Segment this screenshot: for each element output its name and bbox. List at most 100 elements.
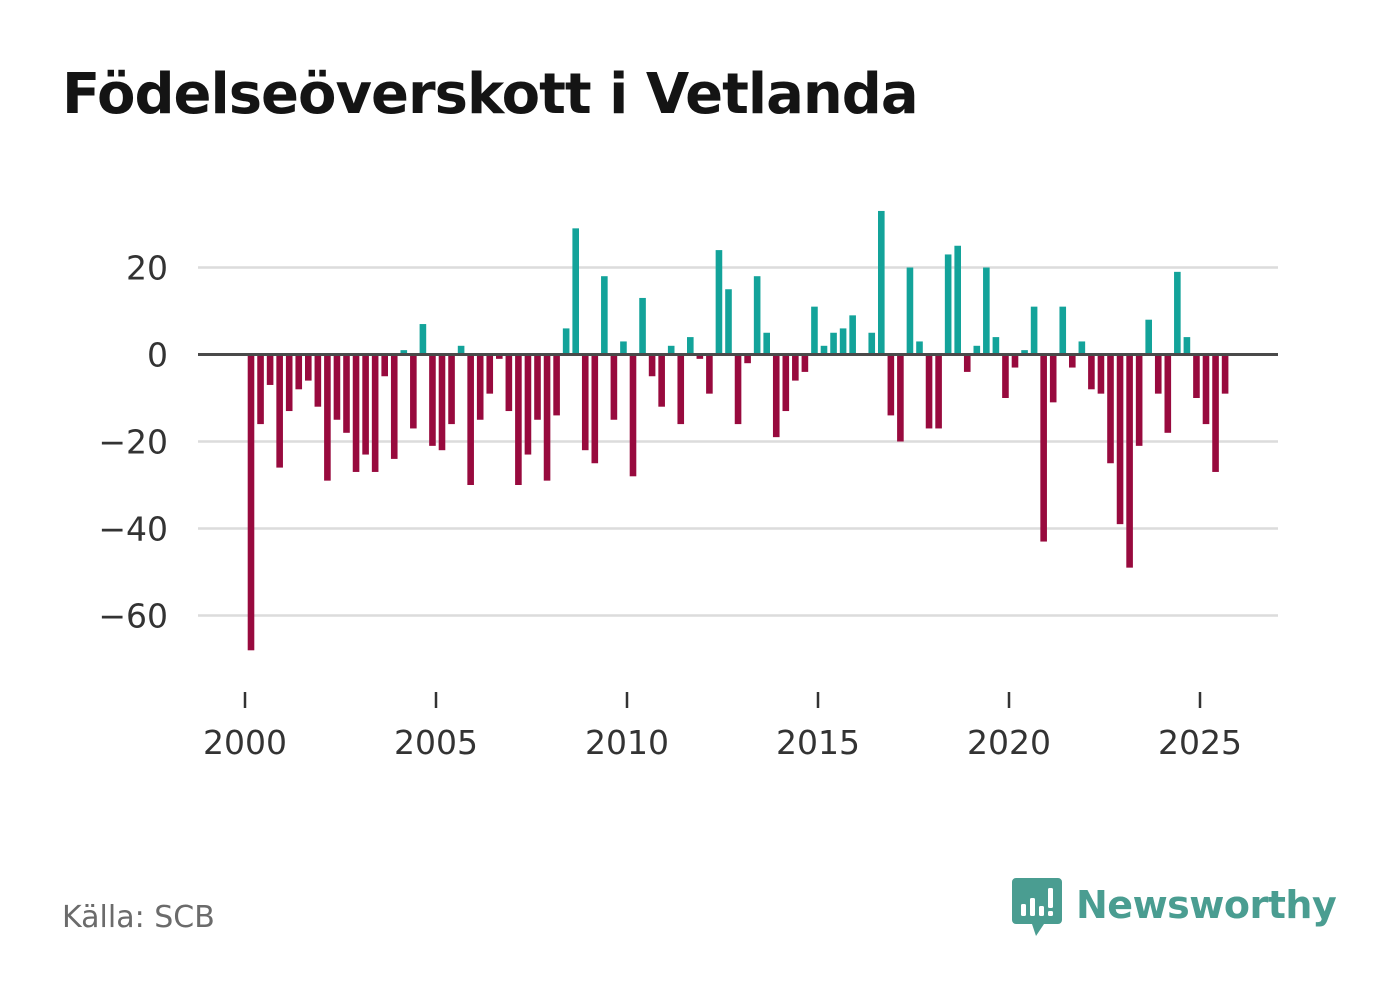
bar xyxy=(1202,354,1210,425)
bar xyxy=(314,354,322,407)
brand-name: Newsworthy xyxy=(1076,883,1337,927)
bar xyxy=(734,354,742,425)
x-tick-label: 2000 xyxy=(203,723,287,762)
x-tick-label: 2005 xyxy=(394,723,478,762)
bar xyxy=(410,354,417,429)
bar xyxy=(753,276,761,355)
bar xyxy=(266,354,274,385)
bar xyxy=(591,354,599,464)
y-tick-label: 0 xyxy=(147,336,168,375)
bar xyxy=(1021,350,1028,355)
bar xyxy=(1164,354,1172,433)
bar xyxy=(1078,341,1086,355)
bar xyxy=(534,354,541,420)
bar xyxy=(1049,354,1057,403)
bar xyxy=(610,354,618,420)
bar xyxy=(839,328,847,355)
bar xyxy=(706,354,713,394)
bar xyxy=(887,354,895,416)
bar xyxy=(362,354,369,455)
bar xyxy=(352,354,360,472)
bar xyxy=(772,354,780,438)
bar-series xyxy=(247,210,1229,651)
bar xyxy=(1097,354,1105,394)
bar xyxy=(620,341,627,355)
bar xyxy=(276,354,283,468)
bar xyxy=(811,306,818,355)
bar xyxy=(944,254,952,355)
bar xyxy=(1107,354,1114,464)
bar xyxy=(562,328,570,355)
bar xyxy=(553,354,560,416)
bar xyxy=(324,354,331,481)
newsworthy-logo-icon xyxy=(1012,878,1062,936)
bar xyxy=(438,354,446,451)
bar xyxy=(257,354,264,425)
bar xyxy=(572,228,579,355)
bar xyxy=(581,354,589,451)
bar xyxy=(992,337,1000,355)
bar xyxy=(476,354,484,420)
bar xyxy=(381,354,388,377)
newsworthy-brand[interactable]: Newsworthy xyxy=(1010,876,1337,940)
bar xyxy=(878,210,885,355)
source-label: Källa: SCB xyxy=(62,900,215,935)
bar xyxy=(371,354,379,472)
bar xyxy=(429,354,436,446)
bar xyxy=(333,354,341,420)
bar xyxy=(1135,354,1143,446)
y-tick-label: −60 xyxy=(98,597,168,636)
chart-title: Födelseöverskott i Vetlanda xyxy=(62,62,919,127)
x-tick-label: 2020 xyxy=(967,723,1051,762)
bar xyxy=(830,332,837,355)
bar xyxy=(801,354,809,372)
bar xyxy=(744,354,751,364)
bar xyxy=(1174,271,1181,355)
bar xyxy=(1116,354,1124,525)
bar xyxy=(419,324,427,355)
bar xyxy=(1221,354,1229,394)
bar xyxy=(1193,354,1200,398)
bar xyxy=(983,267,990,355)
bar xyxy=(1002,354,1009,398)
bar xyxy=(1040,354,1047,542)
bar xyxy=(1145,319,1152,355)
bar xyxy=(400,350,408,355)
bar xyxy=(448,354,455,425)
bar xyxy=(305,354,312,381)
bar xyxy=(782,354,790,412)
bar xyxy=(543,354,551,481)
bar xyxy=(677,354,685,425)
y-tick-label: 20 xyxy=(126,249,168,288)
bar xyxy=(1088,354,1095,390)
bar xyxy=(897,354,904,442)
bar xyxy=(285,354,293,412)
bar xyxy=(715,250,723,355)
bar xyxy=(792,354,799,381)
bar xyxy=(1069,354,1076,368)
y-tick-label: −40 xyxy=(98,510,168,549)
bar xyxy=(1011,354,1019,368)
bar xyxy=(1126,354,1133,568)
bar xyxy=(629,354,637,477)
bar xyxy=(515,354,522,485)
bar xyxy=(1183,337,1191,355)
bar xyxy=(247,354,255,651)
bar xyxy=(601,276,608,355)
y-tick-label: −20 xyxy=(98,423,168,462)
bar xyxy=(916,341,923,355)
bar xyxy=(1059,306,1067,355)
bar xyxy=(820,345,828,355)
bar xyxy=(906,267,914,355)
bar xyxy=(925,354,933,429)
bar xyxy=(295,354,303,390)
x-tick-label: 2025 xyxy=(1158,723,1242,762)
bar xyxy=(1212,354,1219,472)
bar xyxy=(687,337,694,355)
bar xyxy=(505,354,513,412)
bar xyxy=(457,345,465,355)
bar xyxy=(467,354,474,485)
x-tick-label: 2010 xyxy=(585,723,669,762)
bar xyxy=(648,354,656,377)
bar xyxy=(524,354,532,455)
